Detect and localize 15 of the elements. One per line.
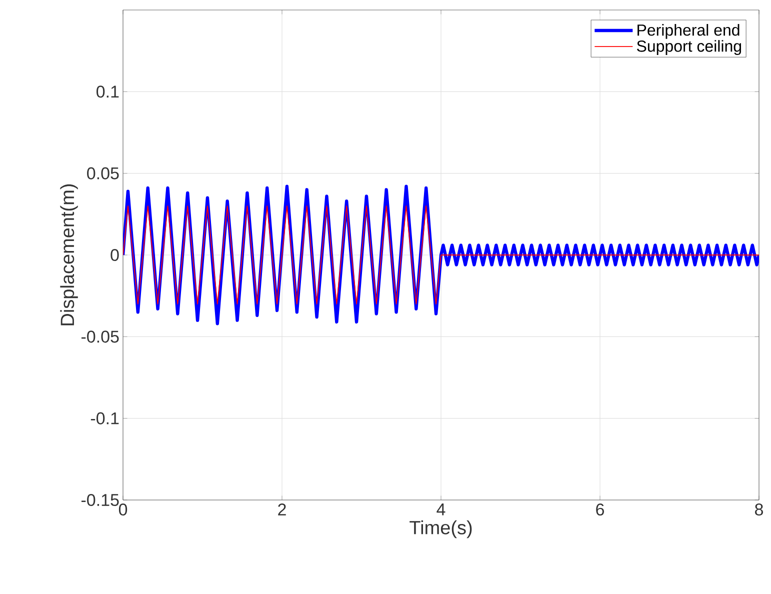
y-tick-label: 0	[110, 248, 119, 262]
x-tick-label: 8	[755, 504, 763, 516]
y-tick-label: -0.15	[81, 494, 119, 506]
legend-label: Peripheral end	[638, 24, 740, 39]
legend-label: Support ceiling	[636, 40, 742, 55]
x-axis-title: Time(s)	[410, 520, 472, 538]
x-tick-label: 6	[596, 504, 604, 516]
y-axis-title: Displacement(m)	[60, 184, 78, 326]
y-tick-label: 0.1	[96, 86, 119, 98]
x-tick-label: 2	[278, 504, 286, 516]
y-tick-label: -0.1	[90, 412, 119, 424]
x-tick-label: 0	[118, 504, 128, 516]
y-tick-label: -0.05	[81, 330, 119, 343]
y-tick-label: 0.05	[87, 167, 119, 180]
x-tick-label: 4	[436, 504, 446, 516]
